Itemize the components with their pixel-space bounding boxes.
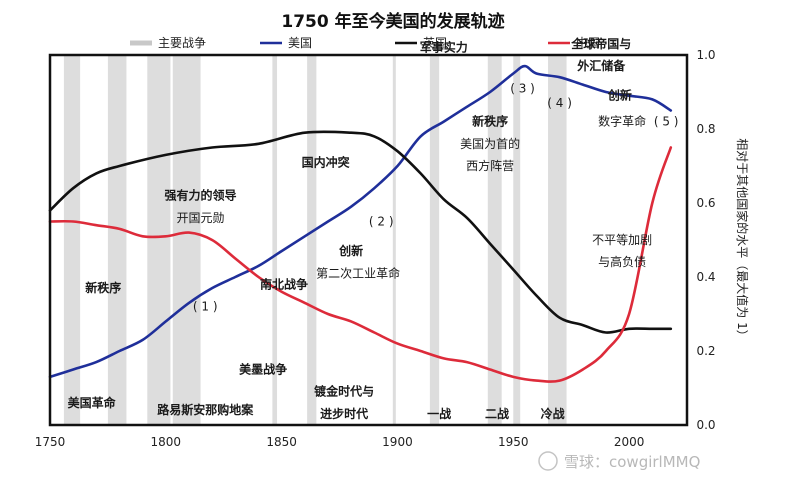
series-line <box>48 146 673 383</box>
y-axis-ticks: 0.0 0.2 0.4 0.6 0.8 1.0 <box>696 48 715 432</box>
legend-label: 美国 <box>288 36 312 50</box>
y-tick-label: 0.4 <box>696 270 715 284</box>
war-band <box>429 55 440 425</box>
y-tick-label: 0.0 <box>696 418 715 432</box>
annotation-label: 不平等加剧 <box>592 233 652 247</box>
annotation-label: 数字革命 <box>598 114 646 129</box>
series-lines <box>48 64 673 383</box>
watermark: 雪球：cowgirlMMQ <box>538 451 700 471</box>
x-axis-ticks: 1750 1800 1850 1900 1950 2000 <box>35 435 645 449</box>
legend-label: 中国 <box>576 35 600 50</box>
x-tick-label: 1800 <box>151 435 182 449</box>
annotation-label: 与高负债 <box>598 254 646 269</box>
plot-border <box>48 53 689 427</box>
annotation-label: 南北战争 <box>260 276 308 291</box>
annotation-label: 进步时代 <box>320 406 368 421</box>
war-band <box>392 55 396 425</box>
annotation-label: 路易斯安那购地案 <box>157 402 254 417</box>
war-band <box>107 55 127 425</box>
series-line <box>48 64 673 379</box>
annotation-label: ( 4 ) <box>547 96 572 110</box>
annotation-label: 二战 <box>485 406 509 421</box>
annotation-label: 全球帝国与 <box>570 36 631 51</box>
annotation-label: 开国元勋 <box>177 211 225 225</box>
x-tick-label: 2000 <box>614 435 645 449</box>
annotation-label: 创新 <box>607 88 632 103</box>
annotation-label: ( 3 ) <box>510 81 535 95</box>
war-band <box>272 55 278 425</box>
watermark-text: 雪球：cowgirlMMQ <box>564 453 700 471</box>
annotation-label: 镀金时代与 <box>314 384 374 399</box>
annotation-label: 国内冲突 <box>302 154 350 169</box>
x-tick-label: 1900 <box>382 435 413 449</box>
annotation-label: 强有力的领导 <box>165 188 237 203</box>
war-band <box>307 55 317 425</box>
y-axis-label: 相对于其他国家的水平（最大值为 1） <box>735 138 750 341</box>
annotation-label: ( 2 ) <box>369 215 394 229</box>
annotation-label: ( 1 ) <box>193 300 218 314</box>
annotation-label: 一战 <box>427 406 451 421</box>
war-band <box>513 55 521 425</box>
legend-label: 英国 <box>423 36 447 50</box>
legend-label: 主要战争 <box>158 36 206 50</box>
war-bands <box>63 55 567 425</box>
annotation-label: 新秩序 <box>472 114 508 129</box>
annotation-label: 美国革命 <box>68 395 117 410</box>
series-line <box>48 130 673 334</box>
annotation-label: 西方阵营 <box>466 158 514 173</box>
annotation-label: 新秩序 <box>85 280 121 295</box>
annotation-label: 第二次工业革命 <box>316 265 400 280</box>
chart-title: 1750 年至今美国的发展轨迹 <box>281 11 504 32</box>
y-tick-label: 0.2 <box>696 344 715 358</box>
annotation-label: 军事实力 <box>420 40 468 55</box>
war-band <box>63 55 81 425</box>
x-tick-label: 1950 <box>498 435 529 449</box>
x-tick-label: 1850 <box>266 435 297 449</box>
annotation-label: 美国为首的 <box>460 136 520 151</box>
y-tick-label: 0.6 <box>696 196 715 210</box>
y-tick-label: 1.0 <box>696 48 715 62</box>
war-band <box>172 55 201 425</box>
watermark-logo-icon <box>538 451 558 471</box>
war-band <box>147 55 171 425</box>
y-tick-label: 0.8 <box>696 122 715 136</box>
war-band <box>487 55 502 425</box>
war-band <box>548 55 567 425</box>
legend: 主要战争 美国 英国 中国 <box>130 35 600 50</box>
annotation-label: 创新 <box>338 243 363 258</box>
annotation-label: 美墨战争 <box>239 362 287 377</box>
annotation-label: 冷战 <box>541 406 565 421</box>
annotation-label: ( 5 ) <box>654 115 679 129</box>
annotation-label: 外汇储备 <box>577 58 626 73</box>
x-tick-label: 1750 <box>35 435 66 449</box>
